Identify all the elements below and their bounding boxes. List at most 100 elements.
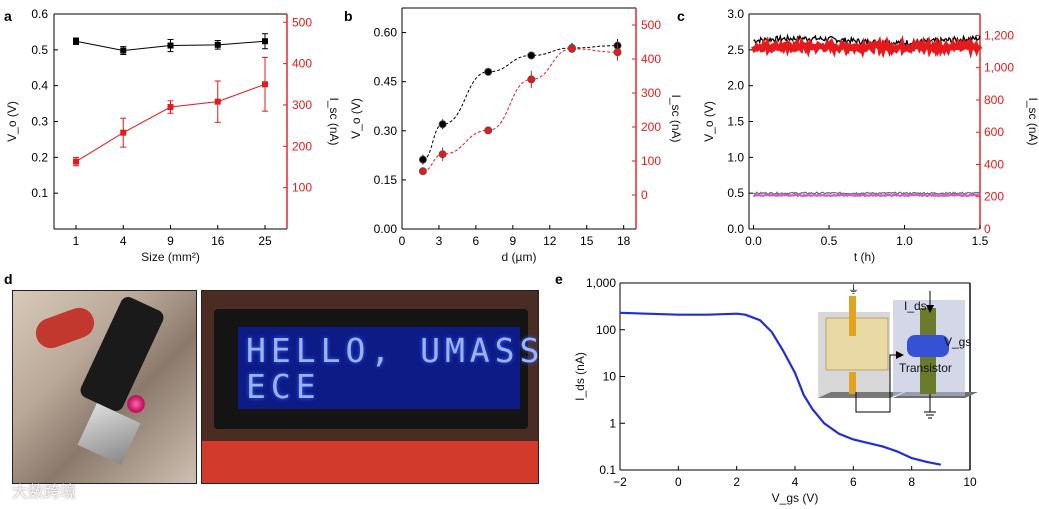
data-point: [73, 158, 79, 165]
y2-tick-label: 500: [292, 15, 312, 29]
y2-tick-label: 400: [984, 157, 1004, 171]
x-tick-label: 2: [733, 475, 740, 489]
y2-tick-label: 400: [292, 57, 312, 71]
red-board-edge: [202, 441, 538, 483]
data-point: [120, 129, 127, 136]
x-tick-label: 0: [675, 475, 682, 489]
data-point: [527, 51, 536, 60]
silver-clip: [77, 403, 141, 465]
y-tick-label: 0.60: [374, 26, 398, 40]
x-tick-label: 9: [509, 234, 516, 248]
photo-lcd-display: HELLO, UMASS! ECE: [201, 290, 539, 484]
data-point: [167, 104, 174, 111]
inset-transistor-label: Transistor: [899, 361, 952, 375]
data-point: [484, 67, 493, 76]
x-tick-label: 0: [399, 234, 406, 248]
x-tick-label: 10: [963, 475, 977, 489]
x-tick-label: 4: [792, 475, 799, 489]
led-glow: [127, 395, 145, 413]
x-axis-label: V_gs (V): [772, 491, 819, 505]
y-tick-label: 0.5: [31, 43, 48, 57]
chart-panel-b: 0 3 6 9 12 15 18 0.00 0.15 0.30 0.45 0.60 0 100 200 300…: [349, 7, 683, 264]
panel-label-c: c: [677, 8, 685, 24]
y-axis-label: V_o (V): [349, 98, 363, 139]
x-tick-label: 6: [473, 234, 480, 248]
time-series-trace: [752, 193, 980, 198]
transfer-curve: [619, 311, 942, 466]
data-point: [214, 41, 221, 48]
inset-ids-label: I_ds: [904, 299, 927, 313]
y-tick-label: 0.0: [727, 222, 744, 236]
y-tick-label: 0.3: [31, 115, 48, 129]
y-tick-label: 10: [603, 370, 617, 384]
lcd-line-2: ECE: [246, 367, 321, 406]
data-point: [73, 38, 79, 45]
y2-axis-label: I_sc (nA): [669, 94, 683, 142]
lcd-screen: [238, 327, 520, 409]
y-tick-label: 1: [609, 416, 616, 430]
y-tick-label: 0.4: [31, 79, 48, 93]
x-tick-label: 25: [258, 234, 272, 248]
y-tick-label: 0.45: [374, 75, 398, 89]
x-tick-label: 16: [211, 234, 225, 248]
lcd-line-1: HELLO, UMASS!: [246, 331, 539, 370]
watermark: 大数跨境: [12, 482, 77, 501]
y-tick-label: 2.5: [727, 43, 744, 57]
x-axis-label: d (µm): [502, 250, 537, 264]
y-tick-label: 0.2: [31, 150, 48, 164]
fit-curve: [422, 45, 618, 161]
black-clip: [77, 294, 167, 414]
x-tick-label: 18: [617, 234, 631, 248]
y-tick-label: 0.1: [31, 186, 48, 200]
x-tick-label: 8: [908, 475, 915, 489]
data-point: [527, 75, 536, 84]
inset-vgs-label: V_gs: [944, 335, 971, 349]
y-tick-label: 1,000: [586, 276, 616, 290]
y2-tick-label: 300: [641, 86, 661, 100]
y-tick-label: 100: [596, 323, 616, 337]
data-point: [484, 126, 493, 135]
y-tick-label: 0.5: [727, 186, 744, 200]
y-tick-label: 0.00: [374, 222, 398, 236]
x-axis-label: Size (mm²): [141, 250, 200, 264]
time-series-trace: [751, 35, 983, 59]
y-tick-label: 1.0: [727, 150, 744, 164]
y2-tick-label: 0: [984, 222, 991, 236]
x-axis-label: t (h): [854, 250, 875, 264]
y-tick-label: 0.30: [374, 124, 398, 138]
y2-tick-label: 100: [641, 154, 661, 168]
y2-tick-label: 100: [292, 181, 312, 195]
panel-label-b: b: [344, 8, 353, 24]
y-tick-label: 0.15: [374, 173, 398, 187]
series-line: [75, 83, 266, 163]
x-tick-label: −2: [613, 475, 627, 489]
y-tick-label: 0.1: [599, 463, 616, 477]
photo-device-clip: [12, 290, 197, 484]
x-tick-label: 3: [436, 234, 443, 248]
y2-axis-label: I_sc (nA): [327, 97, 341, 145]
y-tick-label: 1.5: [727, 115, 744, 129]
data-point: [167, 42, 174, 49]
panel-label-a: a: [4, 8, 12, 24]
data-point: [262, 38, 268, 45]
x-tick-label: 12: [543, 234, 557, 248]
x-tick-label: 1.0: [896, 234, 913, 248]
x-tick-label: 0.0: [745, 234, 762, 248]
y-tick-label: 3.0: [727, 7, 744, 21]
y2-tick-label: 1,200: [984, 28, 1014, 42]
data-point: [567, 44, 576, 53]
data-point: [418, 167, 427, 176]
y2-tick-label: 1,000: [984, 61, 1014, 75]
chart-panel-e: −2 0 2 4 6 8 10 0.1 1 10 100 1,000 V_gs (V) I_ds (nA): [573, 276, 977, 505]
x-tick-label: 6: [850, 475, 857, 489]
y2-tick-label: 400: [641, 52, 661, 66]
y2-tick-label: 200: [641, 120, 661, 134]
data-point: [438, 150, 447, 159]
data-point: [120, 47, 127, 54]
y-axis-label: V_o (V): [702, 101, 716, 142]
x-tick-label: 9: [167, 234, 174, 248]
y2-tick-label: 200: [292, 139, 312, 153]
x-tick-label: 15: [580, 234, 594, 248]
x-tick-label: 1: [73, 234, 80, 248]
